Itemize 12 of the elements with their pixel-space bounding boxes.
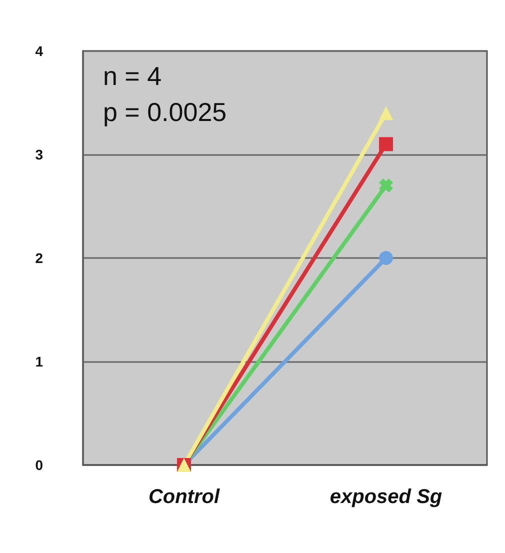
y-tick-label: 2	[35, 250, 44, 266]
point	[379, 178, 393, 193]
point	[379, 137, 393, 152]
x-tick-label: exposed Sg	[330, 486, 442, 508]
y-tick-label: 3	[35, 146, 44, 162]
annotation: n = 4	[103, 61, 162, 91]
y-tick-label: 0	[35, 457, 44, 473]
y-tick-label: 1	[35, 354, 44, 370]
annotation: p = 0.0025	[103, 97, 227, 127]
y-tick-label: 4	[35, 43, 44, 59]
x-tick-label: Control	[148, 486, 220, 508]
point	[379, 251, 393, 265]
